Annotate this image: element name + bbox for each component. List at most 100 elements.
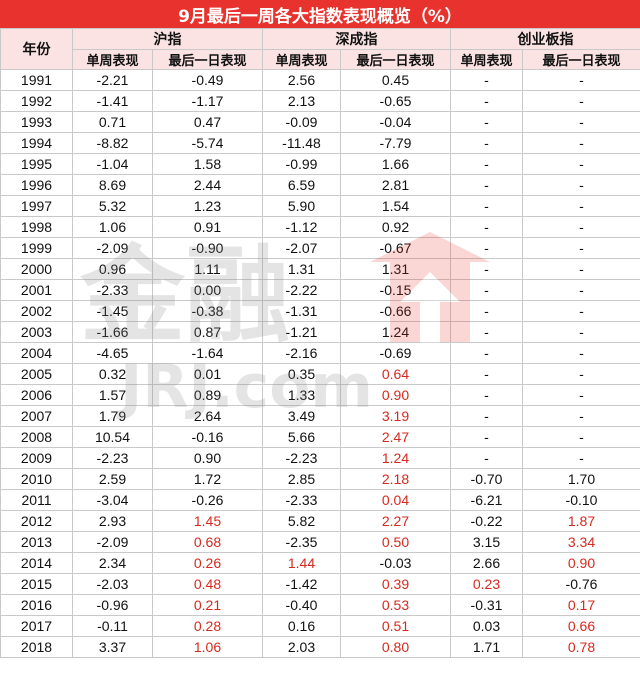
year-cell: 2012 (0, 510, 73, 532)
value-cell: 2.64 (152, 405, 263, 427)
value-cell: - (450, 69, 523, 91)
value-cell: - (450, 258, 523, 280)
year-cell: 1996 (0, 174, 73, 196)
value-cell: 2.44 (152, 174, 263, 196)
value-cell: 0.35 (262, 363, 341, 385)
value-cell: - (450, 300, 523, 322)
value-cell: -1.21 (262, 321, 341, 343)
year-header: 年份 (0, 28, 73, 70)
value-cell: 3.15 (450, 531, 523, 553)
value-cell: -2.16 (262, 342, 341, 364)
value-cell: -0.66 (340, 300, 451, 322)
value-cell: -0.15 (340, 279, 451, 301)
value-cell: 1.06 (72, 216, 153, 238)
value-cell: 1.31 (340, 258, 451, 280)
table-row: 1998 1.06 0.91 -1.12 0.92- - (0, 216, 640, 238)
table-row: 2015 -2.03 0.48 -1.42 0.39 0.23 -0.76 (0, 573, 640, 595)
value-cell: 0.66 (522, 615, 640, 637)
value-cell: - (522, 90, 640, 112)
value-cell: 2.81 (340, 174, 451, 196)
value-cell: 2.13 (262, 90, 341, 112)
value-cell: 0.90 (340, 384, 451, 406)
value-cell: -0.38 (152, 300, 263, 322)
table-row: 2012 2.93 1.45 5.82 2.27 -0.22 1.87 (0, 510, 640, 532)
value-cell: 1.54 (340, 195, 451, 217)
value-cell: 0.90 (522, 552, 640, 574)
value-cell: - (522, 258, 640, 280)
value-cell: -2.22 (262, 279, 341, 301)
value-cell: 0.17 (522, 594, 640, 616)
value-cell: - (450, 279, 523, 301)
table-row: 2002 -1.45 -0.38 -1.31 -0.66- - (0, 300, 640, 322)
value-cell: 2.18 (340, 468, 451, 490)
value-cell: 0.45 (340, 69, 451, 91)
year-cell: 2017 (0, 615, 73, 637)
year-cell: 2003 (0, 321, 73, 343)
value-cell: 1.58 (152, 153, 263, 175)
table-row: 1999 -2.09 -0.90 -2.07 -0.67- - (0, 237, 640, 259)
table-body: 1991 -2.21 -0.49 2.56 0.45- -1992 -1.41 -1.17 2.… (0, 69, 640, 658)
year-cell: 1993 (0, 111, 73, 133)
value-cell: -0.67 (340, 237, 451, 259)
value-cell: -2.33 (72, 279, 153, 301)
year-cell: 2000 (0, 258, 73, 280)
table-row: 2016 -0.96 0.21 -0.40 0.53 -0.31 0.17 (0, 594, 640, 616)
value-cell: - (522, 132, 640, 154)
value-cell: -0.99 (262, 153, 341, 175)
value-cell: 1.79 (72, 405, 153, 427)
table-row: 1994 -8.82 -5.74 -11.48 -7.79- - (0, 132, 640, 154)
value-cell: - (450, 405, 523, 427)
value-cell: - (450, 174, 523, 196)
value-cell: 0.50 (340, 531, 451, 553)
table-row: 2004 -4.65 -1.64 -2.16 -0.69- - (0, 342, 640, 364)
value-cell: - (522, 69, 640, 91)
year-cell: 2016 (0, 594, 73, 616)
value-cell: - (522, 237, 640, 259)
value-cell: 0.90 (152, 447, 263, 469)
value-cell: 0.32 (72, 363, 153, 385)
value-cell: 0.26 (152, 552, 263, 574)
value-cell: 1.31 (262, 258, 341, 280)
index-performance-table: 年份 沪指 深成指 创业板指 单周表现 最后一日表现 单周表现 最后一日表现 单… (0, 28, 640, 658)
table-row: 2018 3.37 1.06 2.03 0.80 1.71 0.78 (0, 636, 640, 658)
sub-header: 单周表现 (262, 49, 341, 70)
value-cell: 0.39 (340, 573, 451, 595)
year-cell: 2010 (0, 468, 73, 490)
year-cell: 1991 (0, 69, 73, 91)
table-row: 2006 1.57 0.89 1.33 0.90- - (0, 384, 640, 406)
value-cell: 1.87 (522, 510, 640, 532)
sub-header: 单周表现 (450, 49, 523, 70)
year-cell: 2009 (0, 447, 73, 469)
table-row: 2005 0.32 0.01 0.35 0.64- - (0, 363, 640, 385)
value-cell: 10.54 (72, 426, 153, 448)
value-cell: 0.51 (340, 615, 451, 637)
value-cell: 0.96 (72, 258, 153, 280)
value-cell: -0.22 (450, 510, 523, 532)
value-cell: -2.35 (262, 531, 341, 553)
value-cell: - (522, 153, 640, 175)
value-cell: - (522, 384, 640, 406)
value-cell: 5.90 (262, 195, 341, 217)
value-cell: - (522, 447, 640, 469)
value-cell: - (522, 363, 640, 385)
sub-header: 最后一日表现 (340, 49, 451, 70)
year-cell: 1995 (0, 153, 73, 175)
table-row: 2009 -2.23 0.90 -2.23 1.24- - (0, 447, 640, 469)
value-cell: 5.82 (262, 510, 341, 532)
table-row: 2011 -3.04 -0.26 -2.33 0.04 -6.21 -0.10 (0, 489, 640, 511)
year-cell: 2018 (0, 636, 73, 658)
value-cell: 1.70 (522, 468, 640, 490)
value-cell: 2.93 (72, 510, 153, 532)
value-cell: 2.85 (262, 468, 341, 490)
value-cell: -0.76 (522, 573, 640, 595)
value-cell: - (450, 132, 523, 154)
table-row: 1995 -1.04 1.58 -0.99 1.66- - (0, 153, 640, 175)
value-cell: -7.79 (340, 132, 451, 154)
table-title: 9月最后一周各大指数表现概览（%） (0, 0, 640, 28)
value-cell: - (450, 216, 523, 238)
value-cell: -1.42 (262, 573, 341, 595)
value-cell: 0.21 (152, 594, 263, 616)
value-cell: 2.27 (340, 510, 451, 532)
value-cell: -1.17 (152, 90, 263, 112)
year-cell: 2006 (0, 384, 73, 406)
